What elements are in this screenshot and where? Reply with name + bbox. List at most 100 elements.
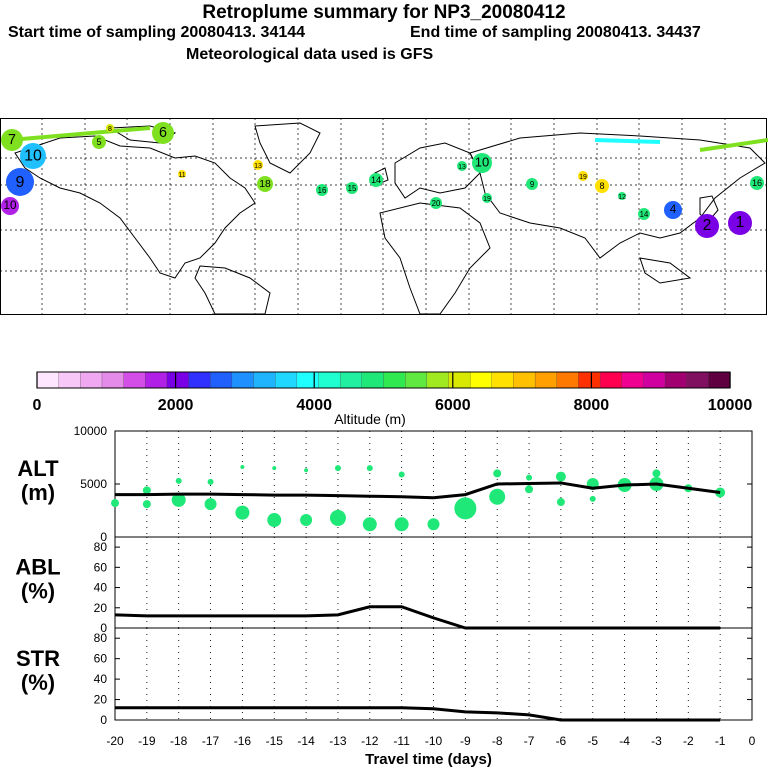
altitude-dot [555,471,566,482]
map-marker-label: 13 [458,164,466,171]
colorbar-cell [123,371,146,389]
map-marker-label: 13 [254,163,262,170]
y-tick-label: 60 [94,560,108,574]
colorbar-cell [405,371,428,389]
altitude-dot [329,509,346,526]
coastlines [14,122,766,315]
altitude-dot [454,497,477,520]
colorbar-tick-label: 0 [33,397,42,414]
colorbar-cell [36,371,60,389]
y-tick-label: 40 [94,581,108,595]
altitude-dot [589,495,596,502]
map-marker-label: 19 [483,196,491,203]
colorbar-cell [80,371,103,389]
x-tick-label: -12 [361,734,379,748]
end-time-label: End time of sampling 20080413. 34437 [410,24,701,41]
y-tick-label: 80 [94,540,108,554]
altitude-dot [652,469,661,478]
colorbar-cell [556,371,580,389]
colorbar-cell [58,371,81,389]
map-marker-label: 15 [348,184,357,193]
altitude-dot [366,465,373,472]
series-line-str [115,706,721,722]
colorbar-cells [36,371,731,389]
map-marker [316,184,328,196]
map-marker-label: 8 [599,181,604,191]
map-marker-label: 16 [752,178,762,188]
map-marker [750,176,764,190]
x-tick-label: -11 [393,734,410,748]
x-tick-label: -6 [556,734,567,748]
colorbar-cell [664,371,688,389]
altitude-dot [556,498,565,507]
altitude-dot [235,505,250,520]
colorbar-cell [708,371,731,389]
altitude-dot [526,474,533,481]
y-axis-label: STR [16,646,60,671]
map-marker [346,182,358,194]
colorbar-tick-label: 2000 [158,397,194,414]
altitude-dot [427,518,440,531]
colorbar-cell [253,371,276,389]
y-tick-label: 10000 [74,424,108,438]
colorbar-cell [166,371,190,389]
x-tick-label: -2 [683,734,694,748]
colorbar-cell [383,371,406,389]
x-tick-label: -7 [524,734,535,748]
map-marker-label: 10 [3,199,17,212]
map-marker [152,122,174,144]
altitude-dot [362,517,377,532]
map-marker [578,171,588,181]
map-marker-label: 18 [259,179,271,190]
panel-abl: 0 20 40 60 80 ABL(%) [15,536,753,635]
map-marker [638,208,650,220]
y-axis-label: (%) [21,579,55,604]
colorbar-cell [231,371,255,389]
altitude-dot [111,499,119,508]
altitude-dot [171,492,186,507]
map-marker-label: 9 [16,174,25,191]
altitude-dot [304,468,309,473]
map-marker-label: 11 [178,172,185,179]
y-tick-label: 60 [94,652,108,666]
colorbar-cell [426,371,450,389]
y-axis-label: ABL [15,555,60,580]
colorbar-tick-label: 6000 [435,397,471,414]
altitude-dot [300,514,313,527]
map-marker-label: 10 [24,148,42,165]
time-series-panels: 0500010000ALT(m)020406080ABL(%)020406080… [15,424,756,768]
map-marker-label: 14 [371,175,381,185]
map-marker [369,173,383,187]
colorbar-cell [469,371,493,389]
y-tick-label: 0 [100,713,107,727]
y-axis-label: (m) [21,480,55,505]
chart-title: Retroplume summary for NP3_20080412 [202,2,566,23]
x-tick-label: 0 [749,734,756,748]
x-tick-label: -18 [170,734,188,748]
altitude-colorbar: 0 2000 4000 6000 8000 10000 Altitude (m) [33,371,752,427]
x-tick-label: -16 [234,734,252,748]
colorbar-cell [188,371,211,389]
series-line-abl [114,605,721,630]
altitude-dot [175,477,182,484]
map-marker-label: 16 [318,186,327,195]
map-marker [664,201,682,219]
altitude-dot [493,469,502,478]
colorbar-tick-label: 8000 [574,397,610,414]
map-marker [618,192,626,200]
map-marker [257,176,273,192]
y-tick-label: 20 [94,601,108,615]
colorbar-tick-labels: 0 2000 4000 6000 8000 10000 [33,372,752,414]
colorbar-cell [296,371,320,389]
map-marker [253,160,263,170]
map-marker-label: 9 [530,180,534,189]
x-tick-label: -17 [202,734,220,748]
colorbar-axis-label: Altitude (m) [334,411,406,427]
x-tick-label: -9 [460,734,471,748]
map-marker-label: 5 [96,137,101,147]
met-data-label: Meteorological data used is GFS [186,46,434,63]
map-marker-label: 6 [159,125,167,141]
